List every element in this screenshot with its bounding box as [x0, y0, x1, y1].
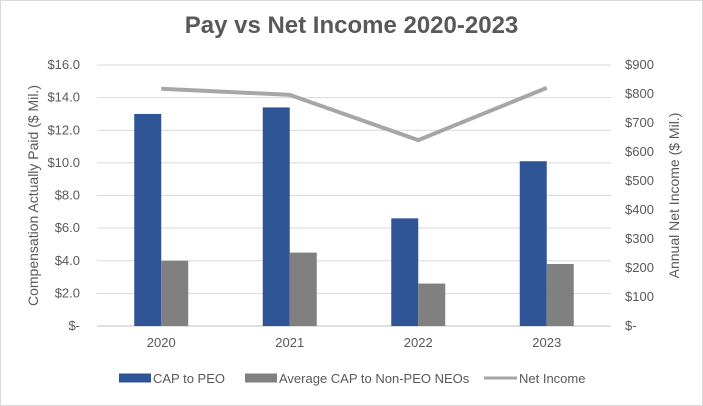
y2-tick-label: $600: [625, 144, 654, 159]
y-tick-label: $8.0: [55, 188, 80, 203]
bar-cap-to-peo: [134, 113, 162, 326]
x-tick-label: 2021: [275, 335, 304, 350]
legend-label: CAP to PEO: [153, 371, 225, 386]
y-tick-label: $10.0: [47, 155, 80, 170]
y-tick-label: $2.0: [55, 285, 80, 300]
y2-tick-label: $400: [625, 202, 654, 217]
y-tick-label: $-: [68, 318, 80, 333]
legend-label: Net Income: [519, 371, 585, 386]
legend-swatch: [245, 373, 277, 383]
y2-tick-label: $100: [625, 289, 654, 304]
legend-label: Average CAP to Non-PEO NEOs: [279, 371, 470, 386]
bar-cap-to-peo: [519, 161, 547, 326]
legend-swatch: [119, 373, 151, 383]
legend-swatch: [484, 376, 517, 380]
y-tick-label: $16.0: [47, 57, 80, 72]
y2-axis-title: Annual Net Income ($ Mil.): [666, 113, 682, 279]
x-tick-label: 2020: [147, 335, 176, 350]
chart-title: Pay vs Net Income 2020-2023: [184, 12, 519, 39]
y-tick-label: $12.0: [47, 122, 80, 137]
y2-tick-label: $700: [625, 115, 654, 130]
bar-cap-to-peo: [391, 218, 419, 326]
bar-average-cap-to-non-peo-neos: [289, 252, 317, 326]
bar-average-cap-to-non-peo-neos: [418, 283, 446, 326]
bar-average-cap-to-non-peo-neos: [546, 264, 574, 326]
y-tick-label: $6.0: [55, 220, 80, 235]
y2-tick-label: $-: [625, 318, 637, 333]
y-axis-title: Compensation Actually Paid ($ Mil.): [25, 85, 41, 306]
y2-tick-label: $900: [625, 57, 654, 72]
bar-average-cap-to-non-peo-neos: [161, 260, 189, 326]
line-net-income: [161, 86, 548, 143]
y2-tick-label: $800: [625, 86, 654, 101]
y2-tick-label: $200: [625, 260, 654, 275]
x-tick-label: 2023: [532, 335, 561, 350]
y-tick-label: $14.0: [47, 90, 80, 105]
y-tick-label: $4.0: [55, 253, 80, 268]
y2-tick-label: $300: [625, 231, 654, 246]
bar-cap-to-peo: [262, 107, 290, 326]
x-tick-label: 2022: [404, 335, 433, 350]
y2-tick-label: $500: [625, 173, 654, 188]
